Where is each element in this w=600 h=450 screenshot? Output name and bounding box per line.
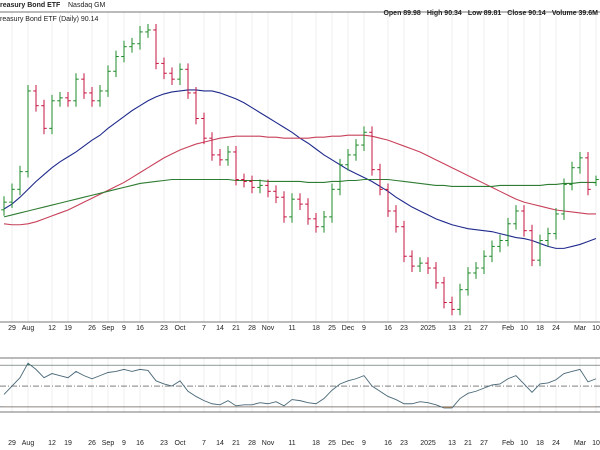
x-tick-label: 19	[64, 325, 72, 332]
x-tick-label: 23	[400, 325, 408, 332]
quote: Volume 39.6M Close 90.14 Low 89.81 High 90.…	[383, 10, 598, 17]
x-tick-label: Oct	[175, 440, 186, 447]
x-tick-label: 25	[328, 325, 336, 332]
x-tick-label: 9	[122, 325, 126, 332]
x-tick-label: 9	[362, 440, 366, 447]
x-tick-label: 24	[552, 325, 560, 332]
x-tick-label: 11	[288, 440, 295, 447]
symbol-title: reasury Bond ETF	[0, 2, 61, 9]
x-tick-label: Aug	[22, 440, 35, 447]
x-tick-label: 26	[88, 325, 96, 332]
x-tick-label: Mar	[574, 325, 587, 332]
x-tick-label: 23	[160, 325, 168, 332]
x-tick-label: 10	[592, 325, 600, 332]
x-tick-label: 16	[136, 440, 144, 447]
x-tick-label: 10	[520, 440, 528, 447]
x-tick-label: 18	[312, 440, 320, 447]
x-tick-label: 7	[202, 325, 206, 332]
x-tick-label: 14	[216, 325, 224, 332]
x-tick-label: Sep	[102, 440, 115, 447]
x-tick-label: Aug	[22, 325, 35, 332]
x-tick-label: 26	[88, 440, 96, 447]
x-tick-label: Nov	[262, 325, 275, 332]
x-tick-label: 16	[384, 325, 392, 332]
x-tick-label: Feb	[502, 325, 514, 332]
x-tick-label: 2025	[420, 440, 436, 447]
x-tick-label: 19	[64, 440, 72, 447]
quote-item: Open 89.98	[383, 10, 420, 17]
x-tick-label: 7	[202, 440, 206, 447]
price-legend: reasury Bond ETF (Daily) 90.14	[0, 16, 99, 23]
x-tick-label: 27	[480, 325, 488, 332]
x-tick-label: 16	[136, 325, 144, 332]
x-tick-label: 28	[248, 325, 256, 332]
x-tick-label: 21	[464, 440, 472, 447]
x-tick-label: 27	[480, 440, 488, 447]
x-tick-label: 10	[520, 325, 528, 332]
x-tick-label: 21	[232, 440, 240, 447]
x-tick-label: 9	[362, 325, 366, 332]
x-tick-label: Nov	[262, 440, 275, 447]
quote-item: High 90.34	[427, 10, 462, 17]
x-tick-label: 9	[122, 440, 126, 447]
x-tick-label: 23	[400, 440, 408, 447]
x-tick-label: 14	[216, 440, 224, 447]
x-tick-label: Mar	[574, 440, 587, 447]
price-frame	[0, 11, 600, 323]
quote-item: Volume 39.6M	[552, 10, 598, 17]
quote-item: Close 90.14	[507, 10, 546, 17]
x-tick-label: 29	[8, 325, 16, 332]
exchange: Nasdaq GM	[68, 2, 106, 9]
x-tick-label: 18	[536, 325, 544, 332]
x-tick-label: 11	[288, 325, 295, 332]
marks: 29 29 Aug Aug 12 12 19 19 26 26 Sep Sep 9 9 16 16 23 23 Oc…	[0, 24, 600, 447]
x-tick-label: 18	[312, 325, 320, 332]
x-tick-label: Dec	[342, 325, 355, 332]
x-tick-label: 25	[328, 440, 336, 447]
x-tick-label: 13	[448, 440, 456, 447]
x-tick-label: 21	[464, 325, 472, 332]
x-tick-label: 12	[48, 325, 56, 332]
x-tick-label: 2025	[420, 325, 436, 332]
x-tick-label: 23	[160, 440, 168, 447]
quote-item: Low 89.81	[468, 10, 502, 17]
x-tick-label: Feb	[502, 440, 514, 447]
x-tick-label: 28	[248, 440, 256, 447]
x-tick-label: Sep	[102, 325, 115, 332]
x-tick-label: 12	[48, 440, 56, 447]
x-tick-label: 21	[232, 325, 240, 332]
moving-average-line	[3, 178, 596, 218]
x-tick-label: 18	[536, 440, 544, 447]
x-tick-label: Oct	[175, 325, 186, 332]
x-tick-label: 16	[384, 440, 392, 447]
x-tick-label: Dec	[342, 440, 355, 447]
x-tick-label: 10	[592, 440, 600, 447]
x-tick-label: 24	[552, 440, 560, 447]
rsi-line	[3, 362, 597, 409]
rsi-frame	[0, 357, 600, 413]
x-tick-label: 13	[448, 325, 456, 332]
x-tick-label: 29	[8, 440, 16, 447]
